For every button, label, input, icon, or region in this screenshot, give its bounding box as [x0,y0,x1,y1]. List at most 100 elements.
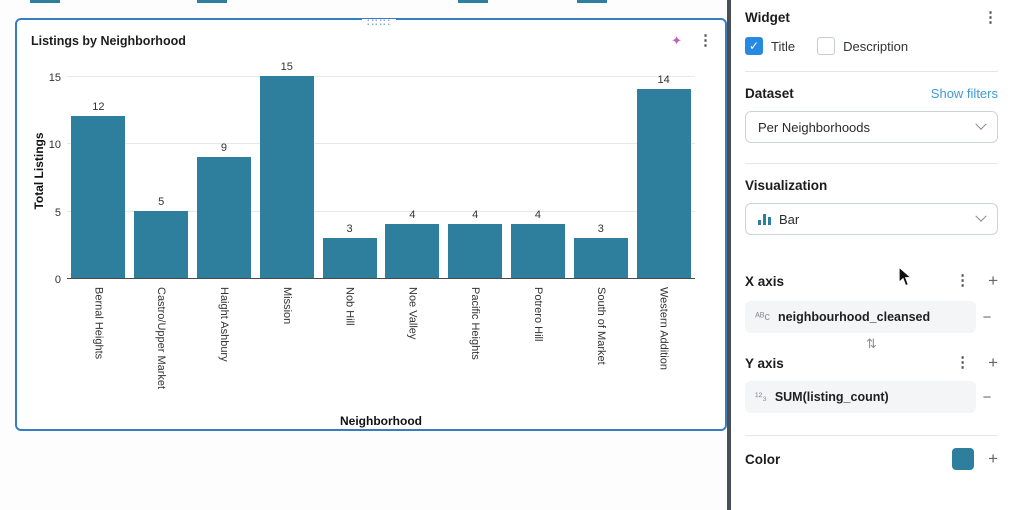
chart-widget[interactable]: ∷∷∷ Listings by Neighborhood ✦ ⋮ Total L… [15,18,727,431]
y-axis-field-name: SUM(listing_count) [774,390,889,404]
x-tick-label: Bernal Heights [92,287,105,360]
y-tick-label: 10 [48,139,61,152]
bar-value-label: 15 [280,61,293,73]
x-axis-field-name: neighbourhood_cleansed [778,310,931,324]
section-divider [745,435,998,436]
x-tick-label: Western Addition [657,287,670,370]
panel-title: Widget [745,10,790,25]
dataset-header: Dataset Show filters [745,86,998,101]
widget-menu-icon[interactable]: ⋮ [698,32,713,49]
section-divider [745,163,998,164]
check-icon: ✓ [748,39,760,53]
x-tick-label: Potrero Hill [532,287,545,342]
color-section: Color + [745,448,998,470]
x-axis-header: X axis ⋮ + [745,271,998,290]
y-axis-label: Y axis [745,355,784,371]
bar-chart-icon [758,213,771,225]
x-axis-label: X axis [745,273,785,289]
panel-menu-icon[interactable]: ⋮ [983,8,998,26]
ai-sparkle-icon[interactable]: ✦ [671,33,682,48]
bar-south-of-market[interactable] [573,237,628,278]
bar-pacific-heights[interactable] [448,224,503,278]
panel-separator [727,0,731,510]
x-tick-label: Noe Valley [406,287,419,340]
y-tick-label: 0 [54,274,61,286]
dataset-label: Dataset [745,86,794,101]
bar-potrero-hill[interactable] [511,224,565,278]
color-add-icon[interactable]: + [988,449,998,468]
y-axis-field-row: ¹²₃ SUM(listing_count) − [745,381,998,413]
section-divider [745,71,998,72]
swap-axes-icon[interactable]: ⇅ [866,336,877,351]
y-axis-field-pill[interactable]: ¹²₃ SUM(listing_count) [745,381,976,413]
bar-bernal-heights[interactable] [71,116,126,278]
show-filters-link[interactable]: Show filters [930,86,998,101]
x-axis-menu-icon[interactable]: ⋮ [955,272,971,289]
x-axis-line [67,278,695,279]
drag-handle-icon[interactable]: ∷∷∷ [362,18,396,29]
gridline [67,210,695,212]
gridline [67,143,695,145]
clipped-widget-edge [458,0,488,3]
widget-title: Listings by Neighborhood [31,34,186,48]
clipped-widget-edge [197,0,227,3]
bar-value-label: 4 [534,209,542,222]
bar-value-label: 4 [409,209,416,222]
color-label: Color [745,451,781,467]
visualization-header: Visualization [745,178,998,193]
clipped-widget-edge [577,0,607,3]
bar-chart-plot: 12 5 9 15 3 4 4 4 3 14 [67,61,695,279]
bar-value-label: 5 [158,195,165,208]
widget-settings-panel: Widget ⋮ ✓ Title Description Dataset Sho… [731,0,1014,510]
gridline [67,76,695,77]
y-axis-ticks: 0 5 10 15 [29,64,61,286]
bar-value-label: 14 [657,74,670,87]
bar-castro-upper-market[interactable] [134,210,189,278]
bar-mission[interactable] [259,76,314,278]
x-tick-label: Pacific Heights [469,287,482,360]
y-axis-menu-icon[interactable]: ⋮ [955,354,971,371]
description-checkbox[interactable] [817,37,836,55]
chevron-down-icon [975,118,987,130]
bar-value-label: 3 [346,222,353,235]
x-tick-label: Mission [280,287,293,325]
title-checkbox[interactable]: ✓ [745,37,763,55]
text-type-icon: ᴬᴮᴄ [755,311,771,323]
color-swatch[interactable] [952,448,975,470]
y-tick-label: 15 [48,72,61,84]
panel-header: Widget ⋮ [745,8,998,26]
bar-value-label: 12 [92,101,105,114]
bar-nob-hill[interactable] [322,237,377,278]
description-checkbox-label: Description [843,38,909,54]
dataset-selected-value: Per Neighborhoods [758,119,871,135]
visualization-selected-value: Bar [779,211,800,227]
swap-axes-row: ⇅ [745,335,998,351]
y-tick-label: 5 [54,206,61,219]
bar-western-addition[interactable] [636,89,691,278]
bar-noe-valley[interactable] [385,224,440,278]
clipped-widget-edge [30,0,60,3]
bar-value-label: 4 [472,209,479,222]
bar-value-label: 3 [597,222,604,235]
bar-haight-ashbury[interactable] [197,156,251,278]
visualization-select[interactable]: Bar [745,203,998,235]
widget-header: Listings by Neighborhood ✦ ⋮ [31,30,713,52]
x-axis-title: Neighborhood [340,414,422,428]
title-checkbox-label: Title [771,38,796,54]
y-axis-header: Y axis ⋮ + [745,353,998,372]
x-axis-add-icon[interactable]: + [988,271,998,290]
display-options: ✓ Title Description [745,37,998,55]
y-axis-remove-icon[interactable]: − [982,388,992,406]
dataset-select[interactable]: Per Neighborhoods [745,111,998,143]
x-tick-label: Castro/Upper Market [155,287,168,390]
x-axis-remove-icon[interactable]: − [982,308,992,326]
y-axis-add-icon[interactable]: + [988,353,998,372]
x-axis-field-pill[interactable]: ᴬᴮᴄ neighbourhood_cleansed [745,301,976,333]
x-tick-label: Haight Ashbury [218,287,231,362]
chevron-down-icon [975,210,987,222]
x-axis-field-row: ᴬᴮᴄ neighbourhood_cleansed − [745,301,998,333]
x-tick-label: South of Market [594,287,607,365]
number-type-icon: ¹²₃ [755,391,767,403]
visualization-label: Visualization [745,178,828,193]
